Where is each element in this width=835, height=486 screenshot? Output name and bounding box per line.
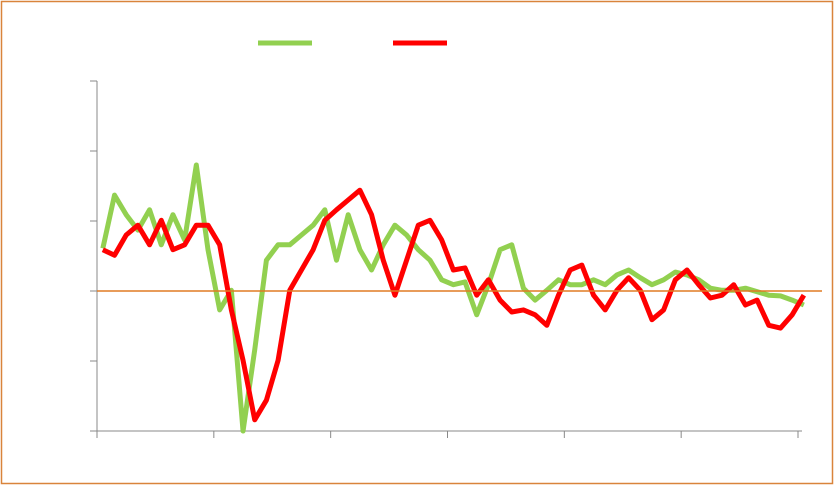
- series-line: [100, 162, 805, 434]
- series-line: [101, 187, 806, 423]
